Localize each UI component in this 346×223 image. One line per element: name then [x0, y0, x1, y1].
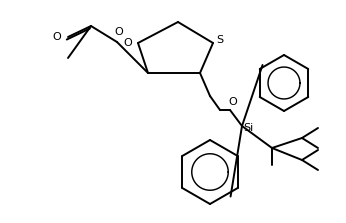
Text: O: O	[115, 27, 124, 37]
Text: O: O	[124, 38, 133, 48]
Text: O: O	[229, 97, 237, 107]
Text: O: O	[53, 32, 61, 42]
Text: Si: Si	[243, 123, 253, 133]
Text: S: S	[217, 35, 224, 45]
